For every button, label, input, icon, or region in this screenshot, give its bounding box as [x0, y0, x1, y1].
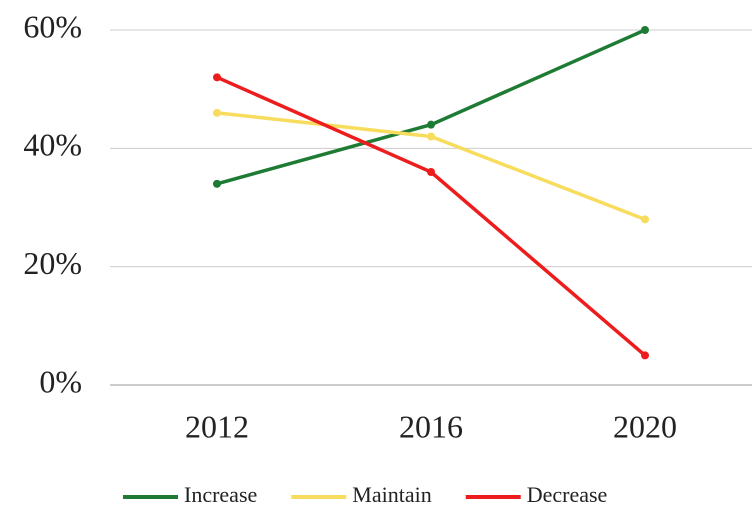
legend-label: Maintain [352, 482, 431, 507]
x-tick-label: 2020 [613, 408, 677, 444]
x-tick-label: 2012 [185, 408, 249, 444]
data-point [213, 73, 221, 82]
x-tick-label: 2016 [399, 408, 463, 444]
data-point [641, 215, 649, 224]
data-point [427, 132, 435, 141]
legend-label: Decrease [527, 482, 608, 507]
y-tick-label: 20% [23, 245, 82, 281]
y-tick-label: 0% [39, 363, 82, 399]
data-point [641, 351, 649, 360]
data-point [427, 168, 435, 176]
data-point [427, 120, 435, 129]
data-point [213, 179, 221, 188]
data-point [641, 26, 649, 34]
data-point [213, 108, 221, 117]
y-tick-label: 60% [23, 8, 82, 44]
y-tick-label: 40% [23, 127, 82, 163]
legend-label: Increase [184, 482, 257, 507]
